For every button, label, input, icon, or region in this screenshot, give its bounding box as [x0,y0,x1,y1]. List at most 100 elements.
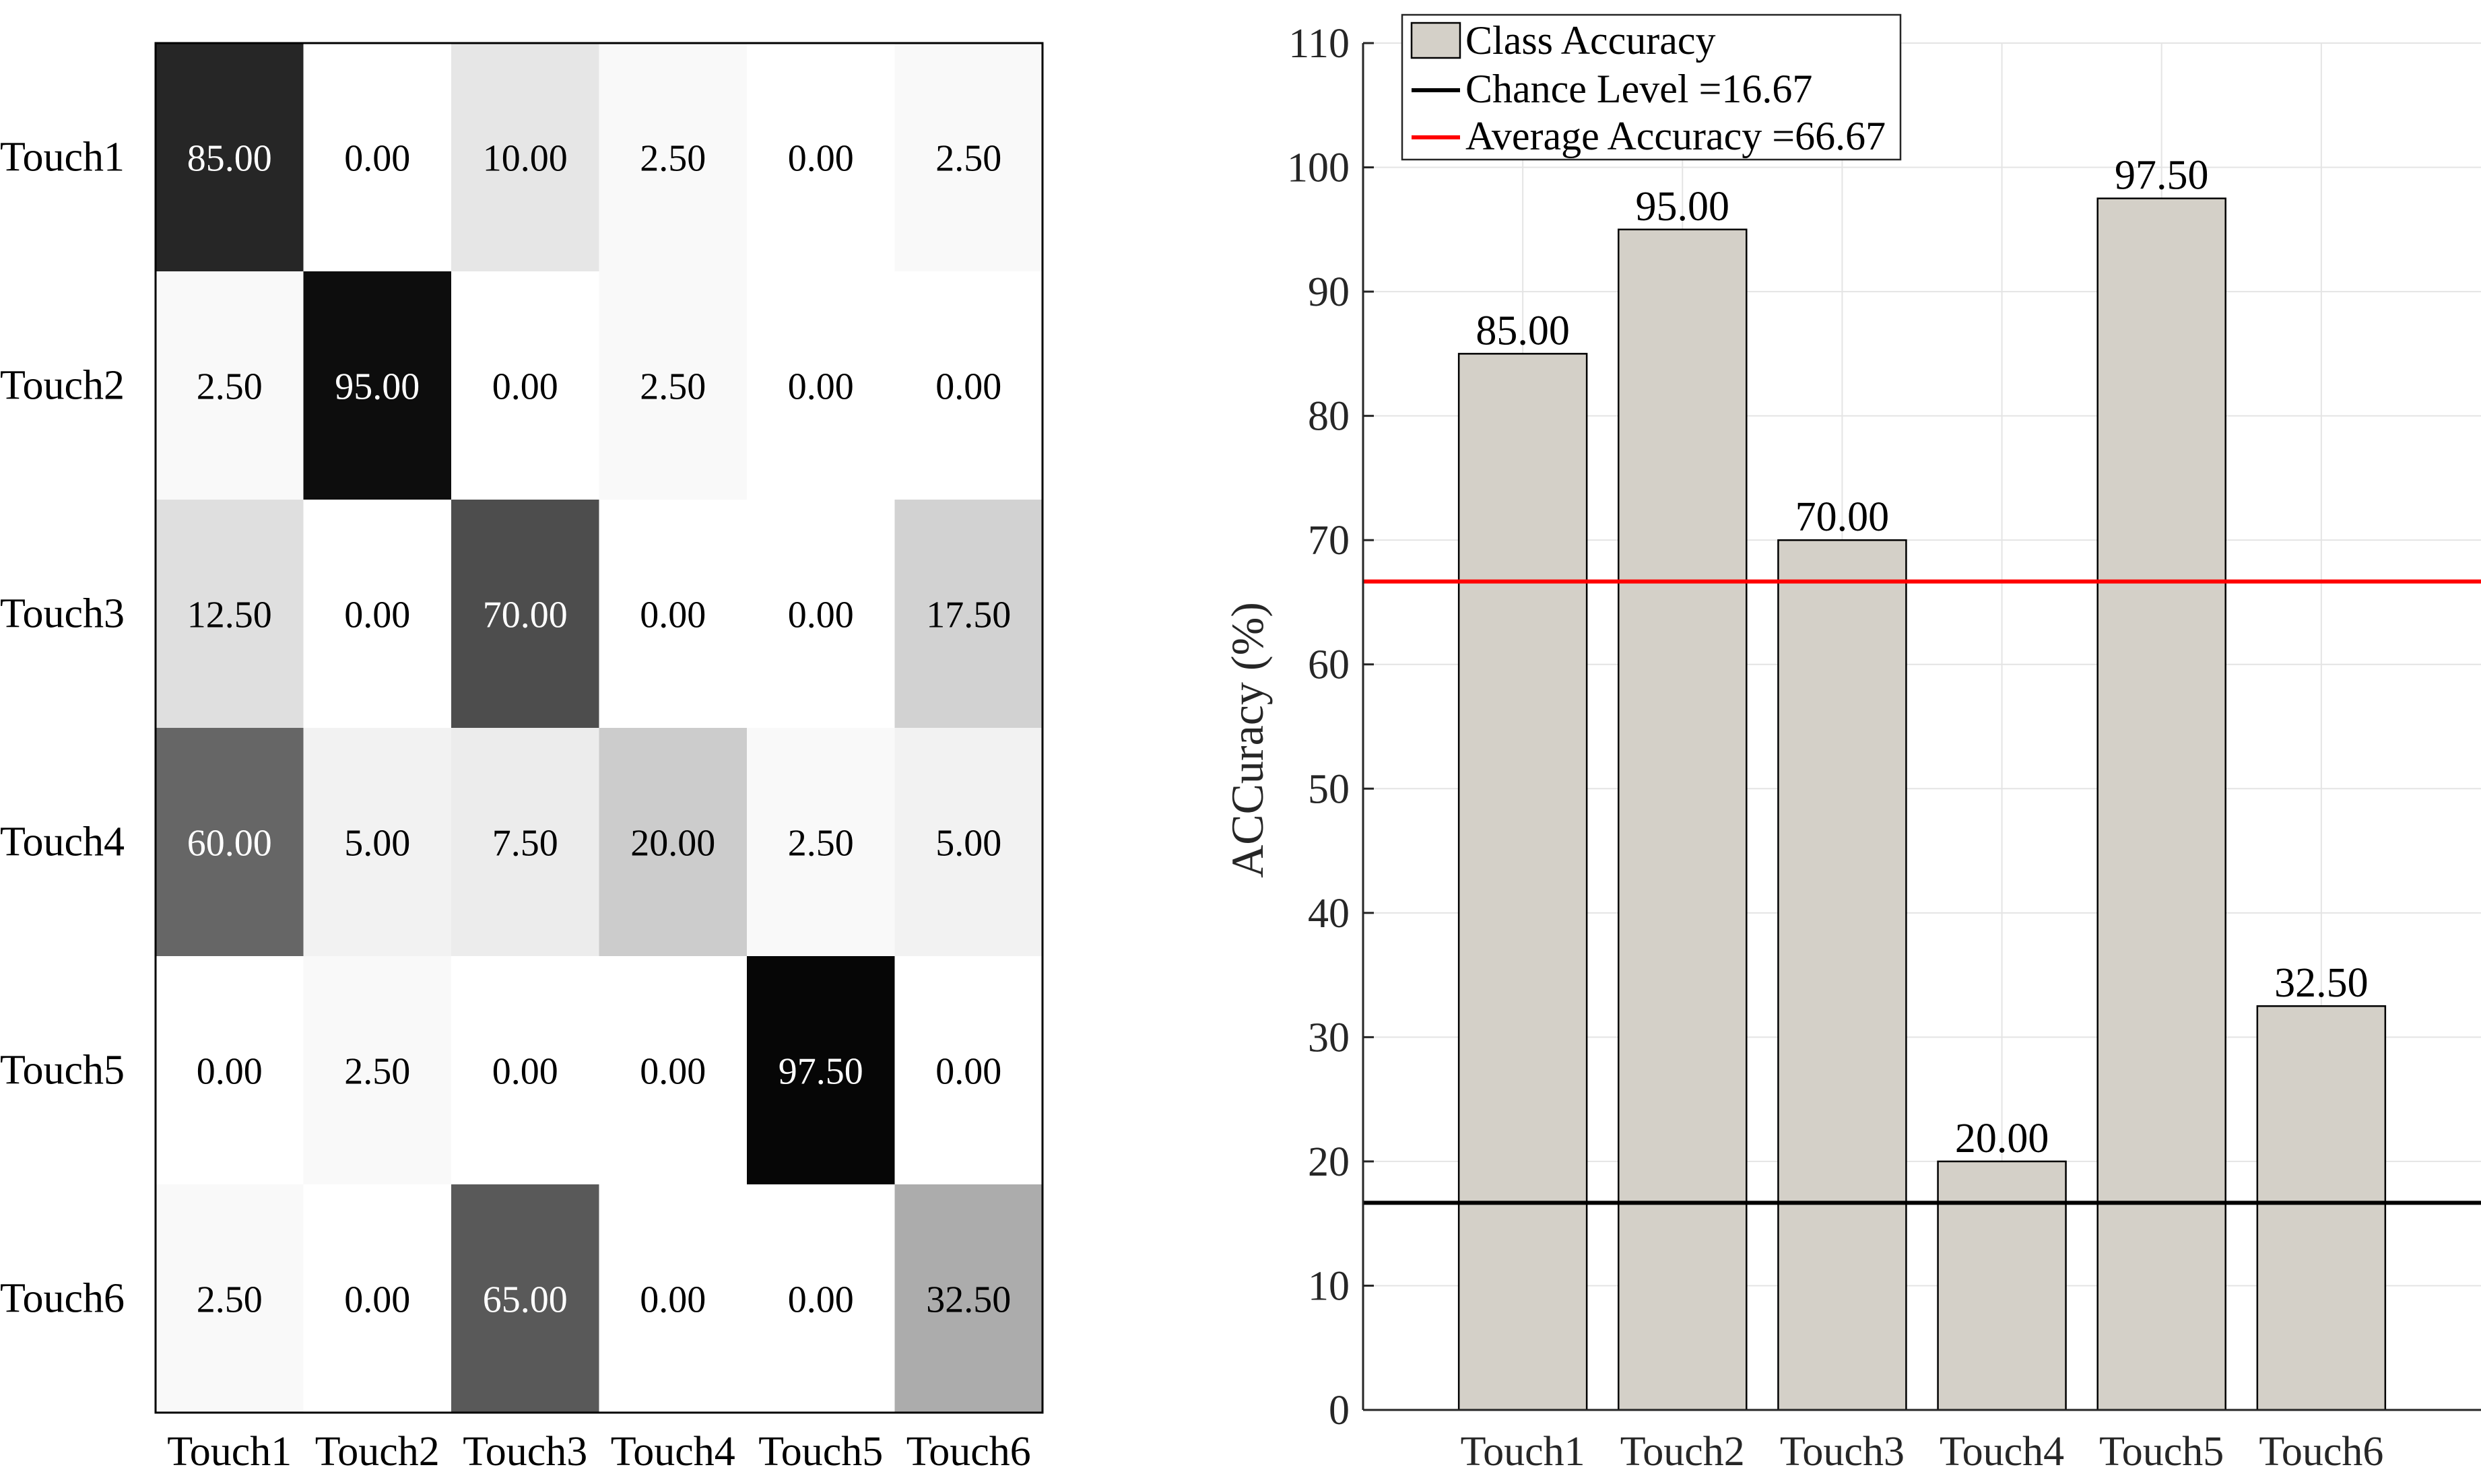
heatmap-cell [599,728,748,957]
y-tick-label: 110 [1288,21,1350,67]
y-tick-label: 10 [1308,1263,1350,1309]
heatmap-cell [894,956,1043,1185]
heatmap-cell [303,500,452,729]
heatmap-cell-label: 2.50 [197,1279,263,1321]
heatmap-cell-label: 0.00 [640,1279,706,1321]
heatmap-cell-label: 5.00 [935,823,1001,865]
bar [2096,197,2226,1411]
heatmap-cell [451,728,600,957]
bar-chart: 85.00 95.00 70.00 20.00 97.50 32.50 0 10 20 30 40 5… [1222,13,2481,1475]
heatmap-cell [747,43,896,272]
heatmap-cell [303,956,452,1185]
heatmap-col-label: Touch2 [315,1429,440,1475]
heatmap-cell-label: 95.00 [335,366,420,408]
heatmap-col-label: Touch4 [611,1429,735,1475]
bar [1777,539,1907,1411]
y-tick-label: 0 [1329,1388,1350,1434]
legend-label: Chance Level =16.67 [1465,67,1812,111]
heatmap-cell-label: 0.00 [344,1279,410,1321]
bar-data-label: 97.50 [2115,153,2209,199]
heatmap-cell [599,43,748,272]
heatmap-cell-label: 0.00 [640,1051,706,1093]
heatmap-cell [894,728,1043,957]
y-tick-label: 100 [1287,145,1350,191]
bar-data-label: 20.00 [1955,1116,2049,1161]
heatmap-cell [451,43,600,272]
heatmap-cell-label: 85.00 [187,138,272,180]
heatmap-frame [154,42,1044,1414]
heatmap-cell [599,271,748,500]
heatmap-cell-label: 2.50 [640,138,706,180]
confusion-matrix: 85.00 0.00 10.00 2.50 0.00 2.50 2.50 95.00 0.00 2… [0,42,1044,1475]
heatmap-cell-label: 2.50 [935,138,1001,180]
heatmap-cell-label: 60.00 [187,823,272,865]
heatmap-cell-label: 0.00 [788,138,854,180]
heatmap-cell [156,271,304,500]
bar [1618,228,1748,1411]
heatmap-cell-label: 10.00 [483,138,568,180]
heatmap-cell-label: 0.00 [492,1051,558,1093]
heatmap-cell [303,728,452,957]
x-tick-label: Touch4 [1940,1429,2064,1475]
heatmap-row-label: Touch6 [0,1276,125,1322]
heatmap-row-label: Touch4 [0,819,125,865]
heatmap-cell [747,956,896,1185]
heatmap-col-label: Touch5 [758,1429,883,1475]
heatmap-cell-label: 5.00 [344,823,410,865]
bar-data-label: 95.00 [1636,184,1730,230]
heatmap-cell-label: 20.00 [630,823,715,865]
heatmap-cell-label: 0.00 [788,595,854,636]
heatmap-cell [303,1184,452,1413]
bar [1937,1160,2067,1411]
heatmap-cell [451,500,600,729]
heatmap-cell [451,956,600,1185]
bar [2256,1005,2387,1411]
bar-data-label: 70.00 [1795,494,1890,540]
bar-data-label: 32.50 [2274,960,2369,1006]
y-tick-label: 70 [1308,518,1350,564]
legend-label: Average Accuracy =66.67 [1465,114,1886,158]
bar [1457,353,1588,1411]
heatmap-cell [156,43,304,272]
x-tick-label: Touch6 [2259,1429,2383,1475]
heatmap-cell [156,956,304,1185]
heatmap-cell [303,43,452,272]
heatmap-row-label: Touch3 [0,591,125,637]
heatmap-cell-label: 0.00 [344,595,410,636]
x-tick-label: Touch3 [1780,1429,1905,1475]
heatmap-cell-label: 70.00 [483,595,568,636]
legend-label: Class Accuracy [1465,18,1716,63]
heatmap-cell-label: 0.00 [344,138,410,180]
heatmap-row-label: Touch5 [0,1048,125,1093]
heatmap-cell-label: 7.50 [492,823,558,865]
heatmap-cell-label: 0.00 [492,366,558,408]
bar-data-label: 85.00 [1476,308,1570,353]
heatmap-cell-label: 0.00 [788,1279,854,1321]
heatmap-cell-label: 0.00 [935,366,1001,408]
heatmap-cell [894,500,1043,729]
heatmap-cell-label: 65.00 [483,1279,568,1321]
heatmap-cell [747,271,896,500]
heatmap-cell-label: 2.50 [344,1051,410,1093]
heatmap-cell [303,271,452,500]
heatmap-cell-label: 97.50 [779,1051,863,1093]
heatmap-cell-label: 0.00 [935,1051,1001,1093]
heatmap-cell [599,956,748,1185]
heatmap-cell [156,1184,304,1413]
heatmap-cell-label: 32.50 [926,1279,1011,1321]
heatmap-cell-label: 0.00 [788,366,854,408]
heatmap-cell-label: 12.50 [187,595,272,636]
heatmap-cell [451,1184,600,1413]
heatmap-cell-label: 2.50 [788,823,854,865]
heatmap-cell-label: 2.50 [197,366,263,408]
legend-swatch-class-accuracy [1410,22,1461,59]
heatmap-cell [599,1184,748,1413]
y-tick-label: 60 [1308,642,1350,688]
y-tick-label: 30 [1308,1015,1350,1060]
y-tick-label: 50 [1308,766,1350,812]
heatmap-cell [747,728,896,957]
heatmap-cell [599,500,748,729]
heatmap-row-label: Touch1 [0,135,125,180]
heatmap-col-label: Touch6 [906,1429,1031,1475]
